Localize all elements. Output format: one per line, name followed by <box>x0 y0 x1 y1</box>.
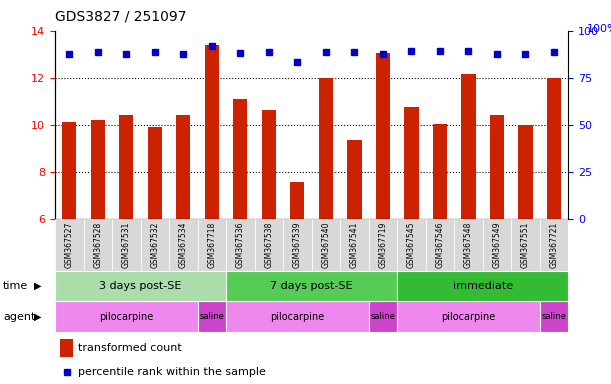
Bar <box>454 219 483 271</box>
Bar <box>119 115 133 219</box>
Bar <box>169 219 197 271</box>
Bar <box>148 127 162 219</box>
Bar <box>397 219 426 271</box>
Text: saline: saline <box>199 312 224 321</box>
Bar <box>60 339 73 356</box>
Text: 3 days post-SE: 3 days post-SE <box>100 281 181 291</box>
Bar <box>205 45 219 219</box>
Bar <box>397 271 568 301</box>
Bar <box>255 219 283 271</box>
Text: GSM367546: GSM367546 <box>436 222 444 268</box>
Text: 100%: 100% <box>587 24 611 34</box>
Text: GSM367548: GSM367548 <box>464 222 473 268</box>
Bar <box>347 140 362 219</box>
Bar <box>112 219 141 271</box>
Text: GSM367528: GSM367528 <box>93 222 102 268</box>
Text: GSM367718: GSM367718 <box>207 222 216 268</box>
Text: GSM367539: GSM367539 <box>293 222 302 268</box>
Bar <box>312 219 340 271</box>
Bar <box>340 219 368 271</box>
Bar <box>368 301 397 332</box>
Bar <box>426 219 454 271</box>
Bar <box>490 115 504 219</box>
Text: time: time <box>3 281 28 291</box>
Text: GSM367534: GSM367534 <box>179 222 188 268</box>
Bar <box>62 122 76 219</box>
Text: GSM367545: GSM367545 <box>407 222 416 268</box>
Text: ▶: ▶ <box>34 312 41 322</box>
Bar <box>55 301 197 332</box>
Bar <box>397 301 540 332</box>
Text: immediate: immediate <box>453 281 513 291</box>
Text: saline: saline <box>541 312 566 321</box>
Bar <box>290 182 304 219</box>
Text: GSM367549: GSM367549 <box>492 222 502 268</box>
Bar <box>233 99 247 219</box>
Text: agent: agent <box>3 312 35 322</box>
Bar <box>511 219 540 271</box>
Bar <box>90 120 105 219</box>
Text: GSM367551: GSM367551 <box>521 222 530 268</box>
Text: GSM367541: GSM367541 <box>350 222 359 268</box>
Bar <box>404 107 419 219</box>
Text: 7 days post-SE: 7 days post-SE <box>270 281 353 291</box>
Bar <box>141 219 169 271</box>
Bar <box>433 124 447 219</box>
Text: GSM367532: GSM367532 <box>150 222 159 268</box>
Text: GSM367721: GSM367721 <box>549 222 558 268</box>
Bar <box>84 219 112 271</box>
Bar <box>55 271 226 301</box>
Text: ▶: ▶ <box>34 281 41 291</box>
Text: GSM367719: GSM367719 <box>378 222 387 268</box>
Bar <box>55 219 84 271</box>
Bar <box>376 53 390 219</box>
Text: pilocarpine: pilocarpine <box>441 312 496 322</box>
Text: transformed count: transformed count <box>78 343 182 353</box>
Bar <box>461 74 475 219</box>
Text: saline: saline <box>370 312 395 321</box>
Text: percentile rank within the sample: percentile rank within the sample <box>78 366 266 377</box>
Bar <box>540 219 568 271</box>
Bar <box>197 219 226 271</box>
Bar <box>226 219 255 271</box>
Text: pilocarpine: pilocarpine <box>99 312 153 322</box>
Text: GSM367538: GSM367538 <box>265 222 273 268</box>
Text: GSM367540: GSM367540 <box>321 222 331 268</box>
Text: GSM367527: GSM367527 <box>65 222 74 268</box>
Text: GDS3827 / 251097: GDS3827 / 251097 <box>55 10 186 23</box>
Text: pilocarpine: pilocarpine <box>270 312 324 322</box>
Text: GSM367536: GSM367536 <box>236 222 245 268</box>
Bar <box>483 219 511 271</box>
Bar <box>176 115 191 219</box>
Bar <box>262 109 276 219</box>
Bar <box>319 78 333 219</box>
Bar <box>283 219 312 271</box>
Bar <box>368 219 397 271</box>
Bar <box>518 125 533 219</box>
Bar <box>197 301 226 332</box>
Bar <box>540 301 568 332</box>
Text: GSM367531: GSM367531 <box>122 222 131 268</box>
Bar <box>226 301 368 332</box>
Bar <box>547 78 561 219</box>
Bar <box>226 271 397 301</box>
